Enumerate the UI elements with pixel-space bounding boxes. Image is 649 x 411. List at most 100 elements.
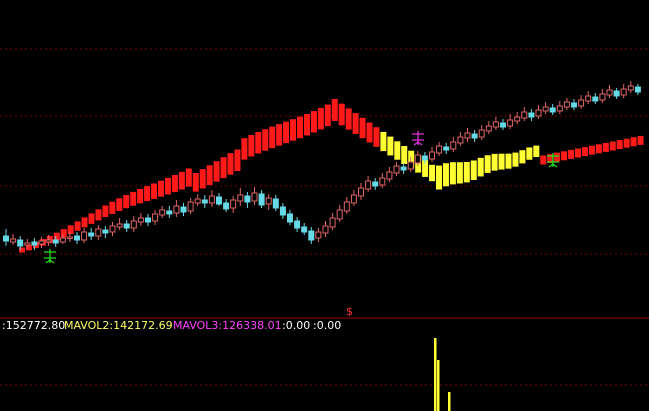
band-segment-68 — [492, 154, 498, 171]
candle-body-47 — [337, 210, 342, 219]
candle-body-29 — [209, 196, 214, 203]
candle-body-63 — [451, 142, 456, 149]
candle-body-14 — [103, 230, 108, 233]
candle-body-42 — [302, 227, 307, 232]
candle-body-30 — [217, 197, 222, 204]
candle-body-15 — [110, 226, 115, 232]
candle-body-86 — [614, 91, 619, 96]
band-segment-15 — [123, 195, 129, 208]
candle-23 — [167, 206, 172, 218]
band-segment-86 — [617, 140, 623, 149]
band-segment-43 — [318, 108, 324, 130]
candle-body-70 — [501, 123, 506, 127]
candle-body-49 — [351, 195, 356, 203]
candle-12 — [89, 228, 94, 240]
candle-body-44 — [316, 232, 321, 238]
candle-body-73 — [522, 112, 527, 118]
candle-body-76 — [543, 107, 548, 111]
candle-body-36 — [259, 194, 264, 205]
band-segment-14 — [116, 198, 122, 211]
band-segment-22 — [172, 175, 178, 192]
candle-body-20 — [146, 218, 151, 222]
band-segment-39 — [290, 119, 296, 141]
candle-body-66 — [472, 134, 477, 138]
volume-bar-0 — [434, 338, 437, 411]
candle-14 — [103, 226, 108, 238]
candle-34 — [245, 192, 250, 208]
candle-20 — [146, 214, 151, 226]
band-segment-29 — [221, 157, 227, 178]
band-segment-88 — [631, 137, 637, 146]
marker-symbol: $ — [346, 305, 353, 318]
candle-74 — [529, 109, 534, 121]
band-segment-27 — [207, 165, 213, 185]
buy-signal-1 — [44, 249, 56, 263]
candle-11 — [82, 228, 87, 243]
candle-body-6 — [46, 240, 51, 242]
candle-85 — [607, 85, 612, 98]
candle-68 — [486, 121, 491, 134]
band-segment-12 — [102, 205, 108, 217]
band-segment-40 — [297, 117, 303, 139]
band-segment-34 — [255, 132, 261, 154]
band-segment-54 — [394, 141, 400, 159]
candle-38 — [273, 195, 278, 211]
candle-body-54 — [387, 172, 392, 179]
candle-body-35 — [252, 193, 257, 201]
candle-body-52 — [373, 182, 378, 186]
band-segment-37 — [276, 124, 282, 146]
band-segment-46 — [339, 104, 345, 126]
candle-77 — [550, 104, 555, 115]
candle-35 — [252, 187, 257, 205]
candle-body-82 — [586, 96, 591, 101]
candle-17 — [124, 220, 129, 232]
candle-body-24 — [174, 206, 179, 213]
band-segment-8 — [75, 221, 81, 230]
candle-body-7 — [53, 240, 58, 243]
candle-39 — [280, 203, 285, 219]
candle-40 — [288, 210, 293, 225]
band-segment-51 — [373, 127, 379, 147]
candle-body-18 — [131, 221, 136, 228]
band-segment-6 — [61, 229, 67, 237]
band-segment-5 — [54, 233, 60, 241]
band-segment-65 — [471, 160, 477, 180]
candle-body-23 — [167, 211, 172, 214]
band-segment-25 — [193, 173, 199, 192]
band-segment-67 — [485, 155, 491, 173]
candle-83 — [593, 93, 598, 104]
candle-body-37 — [266, 198, 271, 204]
candle-30 — [217, 193, 222, 206]
candle-body-19 — [138, 218, 143, 222]
candle-body-83 — [593, 97, 598, 101]
candle-body-12 — [89, 233, 94, 236]
band-segment-82 — [589, 146, 595, 155]
band-segment-49 — [360, 118, 366, 138]
candle-4 — [32, 238, 37, 250]
band-segment-31 — [234, 150, 240, 172]
candle-body-88 — [628, 86, 633, 90]
candle-body-77 — [550, 108, 555, 112]
band-segment-71 — [512, 153, 518, 167]
candle-body-60 — [430, 152, 435, 159]
band-segment-23 — [179, 172, 185, 190]
candle-body-53 — [380, 178, 385, 185]
candle-50 — [359, 183, 364, 200]
candle-28 — [202, 195, 207, 208]
volume-legend-mavol1: :152772.80 — [2, 319, 65, 332]
band-segment-48 — [353, 113, 359, 134]
candle-body-5 — [39, 241, 44, 244]
candle-body-78 — [557, 106, 562, 111]
candle-18 — [131, 216, 136, 232]
candle-body-27 — [195, 199, 200, 203]
candle-body-17 — [124, 224, 129, 228]
band-segment-10 — [89, 213, 95, 224]
candle-37 — [266, 194, 271, 210]
candle-body-22 — [160, 210, 165, 215]
candle-body-79 — [564, 102, 569, 107]
band-segment-62 — [450, 162, 456, 184]
candle-42 — [302, 223, 307, 235]
candle-5 — [39, 237, 44, 248]
band-segment-7 — [68, 225, 74, 234]
candle-88 — [628, 81, 633, 93]
